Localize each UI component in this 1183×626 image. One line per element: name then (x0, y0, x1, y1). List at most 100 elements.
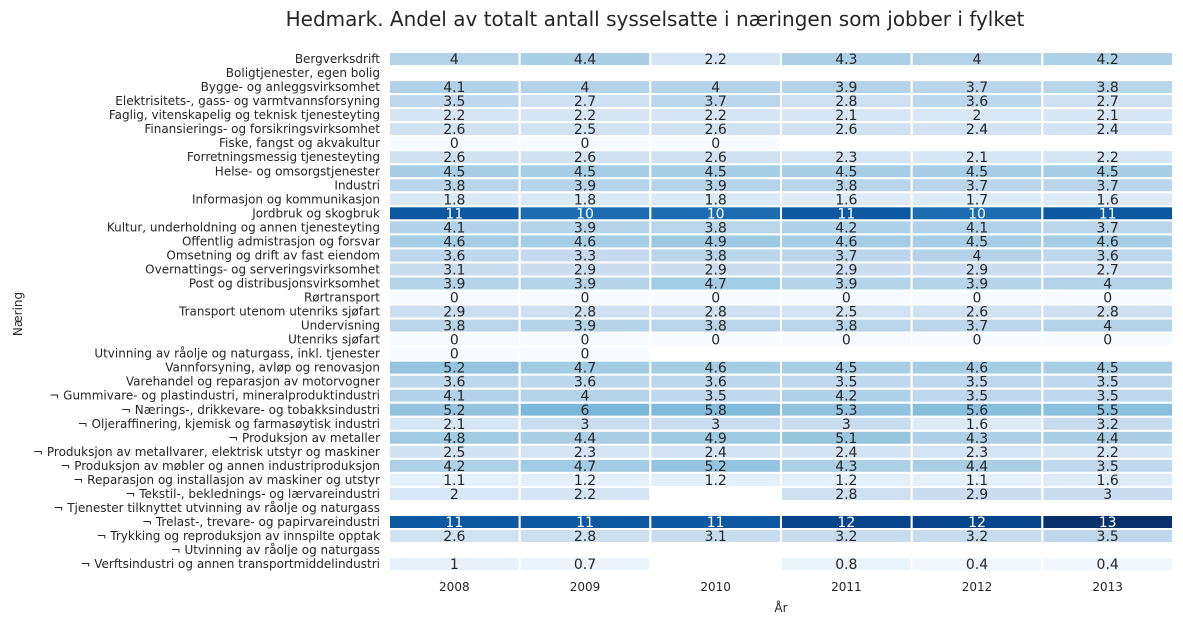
cell-value-label: 0 (973, 333, 982, 349)
row-label: Forretningsmessig tjenesteyting (187, 150, 380, 164)
cell-value-label: 3.7 (1097, 178, 1119, 194)
cell-value-label: 3.3 (574, 248, 596, 264)
cell-value-label: 3.1 (705, 529, 727, 545)
cell-value-label: 0.4 (1097, 557, 1119, 573)
cell-value-label: 5.2 (443, 361, 465, 377)
row-label: ¬ Verftsindustri og annen transportmidde… (80, 557, 380, 571)
cell-value-label: 4 (1103, 319, 1112, 335)
x-axis-label: År (774, 600, 787, 615)
cell-value-label: 4.5 (1097, 361, 1119, 377)
cell-value-label: 2.5 (835, 305, 857, 321)
cell-value-label: 0 (842, 291, 851, 307)
cell-value-label: 2.9 (835, 262, 857, 278)
row-label: Vannforsyning, avløp og renovasjon (165, 361, 380, 375)
cell-value-label: 3.6 (705, 375, 727, 391)
cell-value-label: 3.9 (574, 276, 596, 292)
cell-value-label: 0 (973, 291, 982, 307)
cell-value-label: 11 (445, 206, 463, 222)
cell-value-label: 3.9 (966, 276, 988, 292)
cell-value-label: 4.7 (574, 361, 596, 377)
row-label: Utenriks sjøfart (288, 333, 380, 347)
cell-value-label: 0.7 (574, 557, 596, 573)
cell-value-label: 2.6 (705, 150, 727, 166)
cell-value-label: 2.3 (835, 150, 857, 166)
cell-value-label: 2.8 (1097, 305, 1119, 321)
cell-value-label: 2.4 (835, 445, 857, 461)
cell-value-label: 2.2 (705, 52, 727, 68)
cell-value-label: 2.7 (1097, 94, 1119, 110)
cell-value-label: 2.8 (835, 94, 857, 110)
row-label: ¬ Tekstil-, beklednings- og lærvareindus… (125, 487, 380, 501)
cell-value-label: 2.6 (574, 150, 596, 166)
cell-value-label: 1.6 (1097, 192, 1119, 208)
cell-value-label: 0 (581, 291, 590, 307)
cell-value-label: 3.6 (966, 94, 988, 110)
cell-value-label: 4.3 (966, 431, 988, 447)
cell-value-label: 0 (581, 347, 590, 363)
row-label: Transport utenom utenriks sjøfart (178, 305, 380, 319)
cell-value-label: 3 (581, 417, 590, 433)
cell-value-label: 0 (1103, 333, 1112, 349)
cell-value-label: 4.1 (443, 80, 465, 96)
cell-value-label: 2.6 (443, 529, 465, 545)
cell-value-label: 1.8 (443, 192, 465, 208)
cell-value-label: 2.8 (835, 487, 857, 503)
x-tick-label: 2010 (700, 580, 731, 594)
cell-value-label: 3.9 (835, 80, 857, 96)
row-label: Overnattings- og serveringsvirksomhet (145, 262, 380, 276)
row-label: Bergverksdrift (295, 52, 380, 66)
row-label: Rørtransport (304, 291, 380, 305)
row-label: ¬ Trelast-, trevare- og papirvareindustr… (142, 515, 380, 529)
cell-value-label: 2.6 (966, 305, 988, 321)
cell-value-label: 0 (450, 347, 459, 363)
cell-value-label: 1.1 (966, 473, 988, 489)
cell-value-label: 3.5 (835, 375, 857, 391)
cell-value-label: 1.8 (574, 192, 596, 208)
cell-value-label: 3.9 (574, 178, 596, 194)
cell-value-label: 4.9 (705, 234, 727, 250)
row-label: Faglig, vitenskapelig og teknisk tjenest… (109, 108, 380, 122)
cell-value-label: 4 (711, 80, 720, 96)
cell-value-label: 5.2 (443, 403, 465, 419)
cell-value-label: 3.1 (443, 262, 465, 278)
cell-value-label: 2.6 (705, 122, 727, 138)
cell-value-label: 3.5 (1097, 459, 1119, 475)
cell-value-label: 4.5 (966, 164, 988, 180)
cell-value-label: 2.2 (1097, 445, 1119, 461)
row-label: ¬ Utvinning av råolje og naturgass (171, 543, 380, 557)
cell-value-label: 1.2 (705, 473, 727, 489)
cell-value-label: 0 (450, 136, 459, 152)
cell-value-label: 1.2 (574, 473, 596, 489)
cell-value-label: 3.8 (443, 319, 465, 335)
row-label: Informasjon og kommunikasjon (192, 192, 380, 206)
cell-value-label: 0 (450, 333, 459, 349)
cell-value-label: 0 (1103, 291, 1112, 307)
cell-value-label: 4.6 (835, 234, 857, 250)
cell-value-label: 3.8 (705, 248, 727, 264)
cell-value-label: 3.5 (1097, 389, 1119, 405)
cell-value-label: 4.2 (443, 459, 465, 475)
cell-value-label: 4 (581, 389, 590, 405)
x-tick-label: 2009 (570, 580, 601, 594)
cell-value-label: 3.8 (705, 319, 727, 335)
cell-value-label: 10 (576, 206, 594, 222)
cell-value-label: 4.6 (966, 361, 988, 377)
heatmap-cell (1041, 556, 1175, 573)
cell-value-label: 3.2 (966, 529, 988, 545)
cell-value-label: 2 (973, 108, 982, 124)
heatmap-cells: 4 4.4 2.2 4.3 4 4.24.1 4 4 3.9 3.7 3.83.5 2.7 3.7 2.8… (388, 51, 1175, 573)
cell-value-label: 4.6 (705, 361, 727, 377)
row-label: Boligtjenester, egen bolig (226, 66, 380, 80)
cell-value-label: 2.5 (574, 122, 596, 138)
cell-value-label: 2.1 (966, 150, 988, 166)
cell-value-label: 1.6 (835, 192, 857, 208)
cell-value-label: 4.5 (443, 164, 465, 180)
cell-value-label: 1.8 (705, 192, 727, 208)
cell-value-label: 2.4 (1097, 122, 1119, 138)
cell-value-label: 4.5 (835, 361, 857, 377)
heatmap-cell (1041, 528, 1175, 545)
cell-value-label: 13 (1099, 515, 1117, 531)
heatmap-cell (1041, 485, 1175, 502)
cell-value-label: 2 (450, 487, 459, 503)
cell-value-label: 3.9 (835, 276, 857, 292)
